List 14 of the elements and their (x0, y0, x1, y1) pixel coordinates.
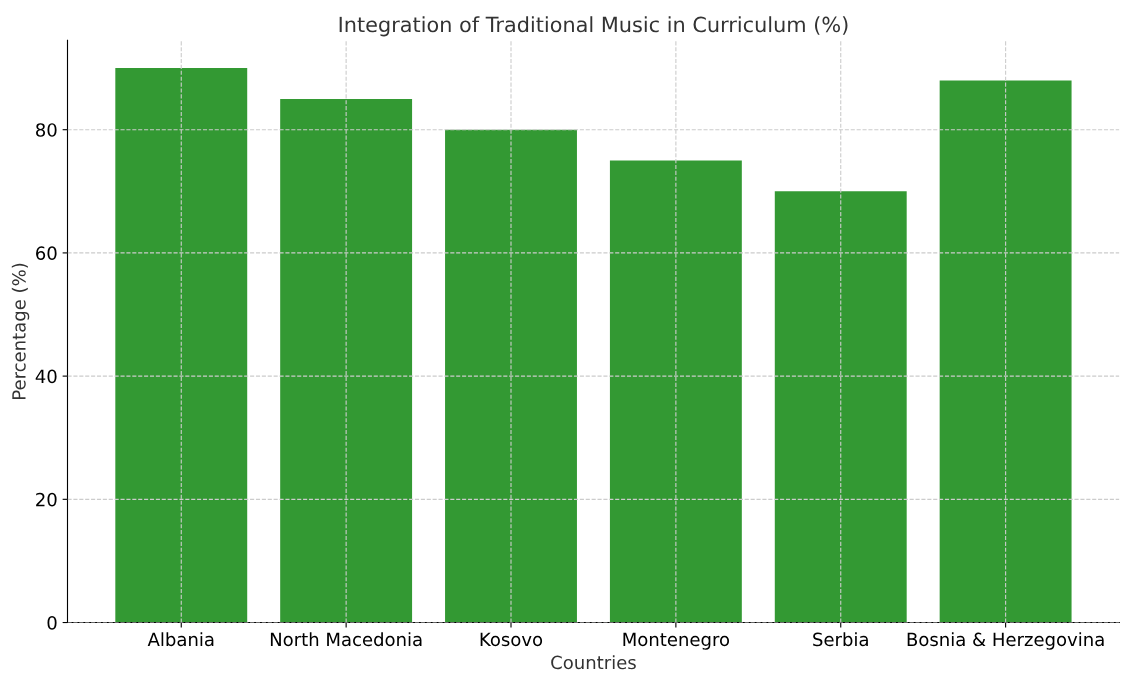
x-tick-label: North Macedonia (270, 632, 422, 647)
chart-title: Integration of Traditional Music in Curriculum (%) (339, 16, 848, 37)
y-tick-label: 80 (36, 123, 57, 137)
y-tick-label: 60 (36, 246, 57, 261)
x-tick-label: Albania (147, 632, 214, 647)
x-tick-label: Kosovo (480, 632, 543, 647)
y-tick-label: 0 (47, 615, 57, 630)
x-tick-label: Bosnia & Herzegovina (907, 632, 1104, 650)
y-tick-label: 20 (36, 492, 57, 507)
x-tick-label: Serbia (813, 632, 868, 647)
y-tick-label: 40 (35, 369, 57, 384)
x-tick-label: Montenegro (623, 632, 730, 650)
x-axis-title: Countries (551, 655, 636, 670)
y-axis-title: Percentage (%) (11, 263, 30, 399)
